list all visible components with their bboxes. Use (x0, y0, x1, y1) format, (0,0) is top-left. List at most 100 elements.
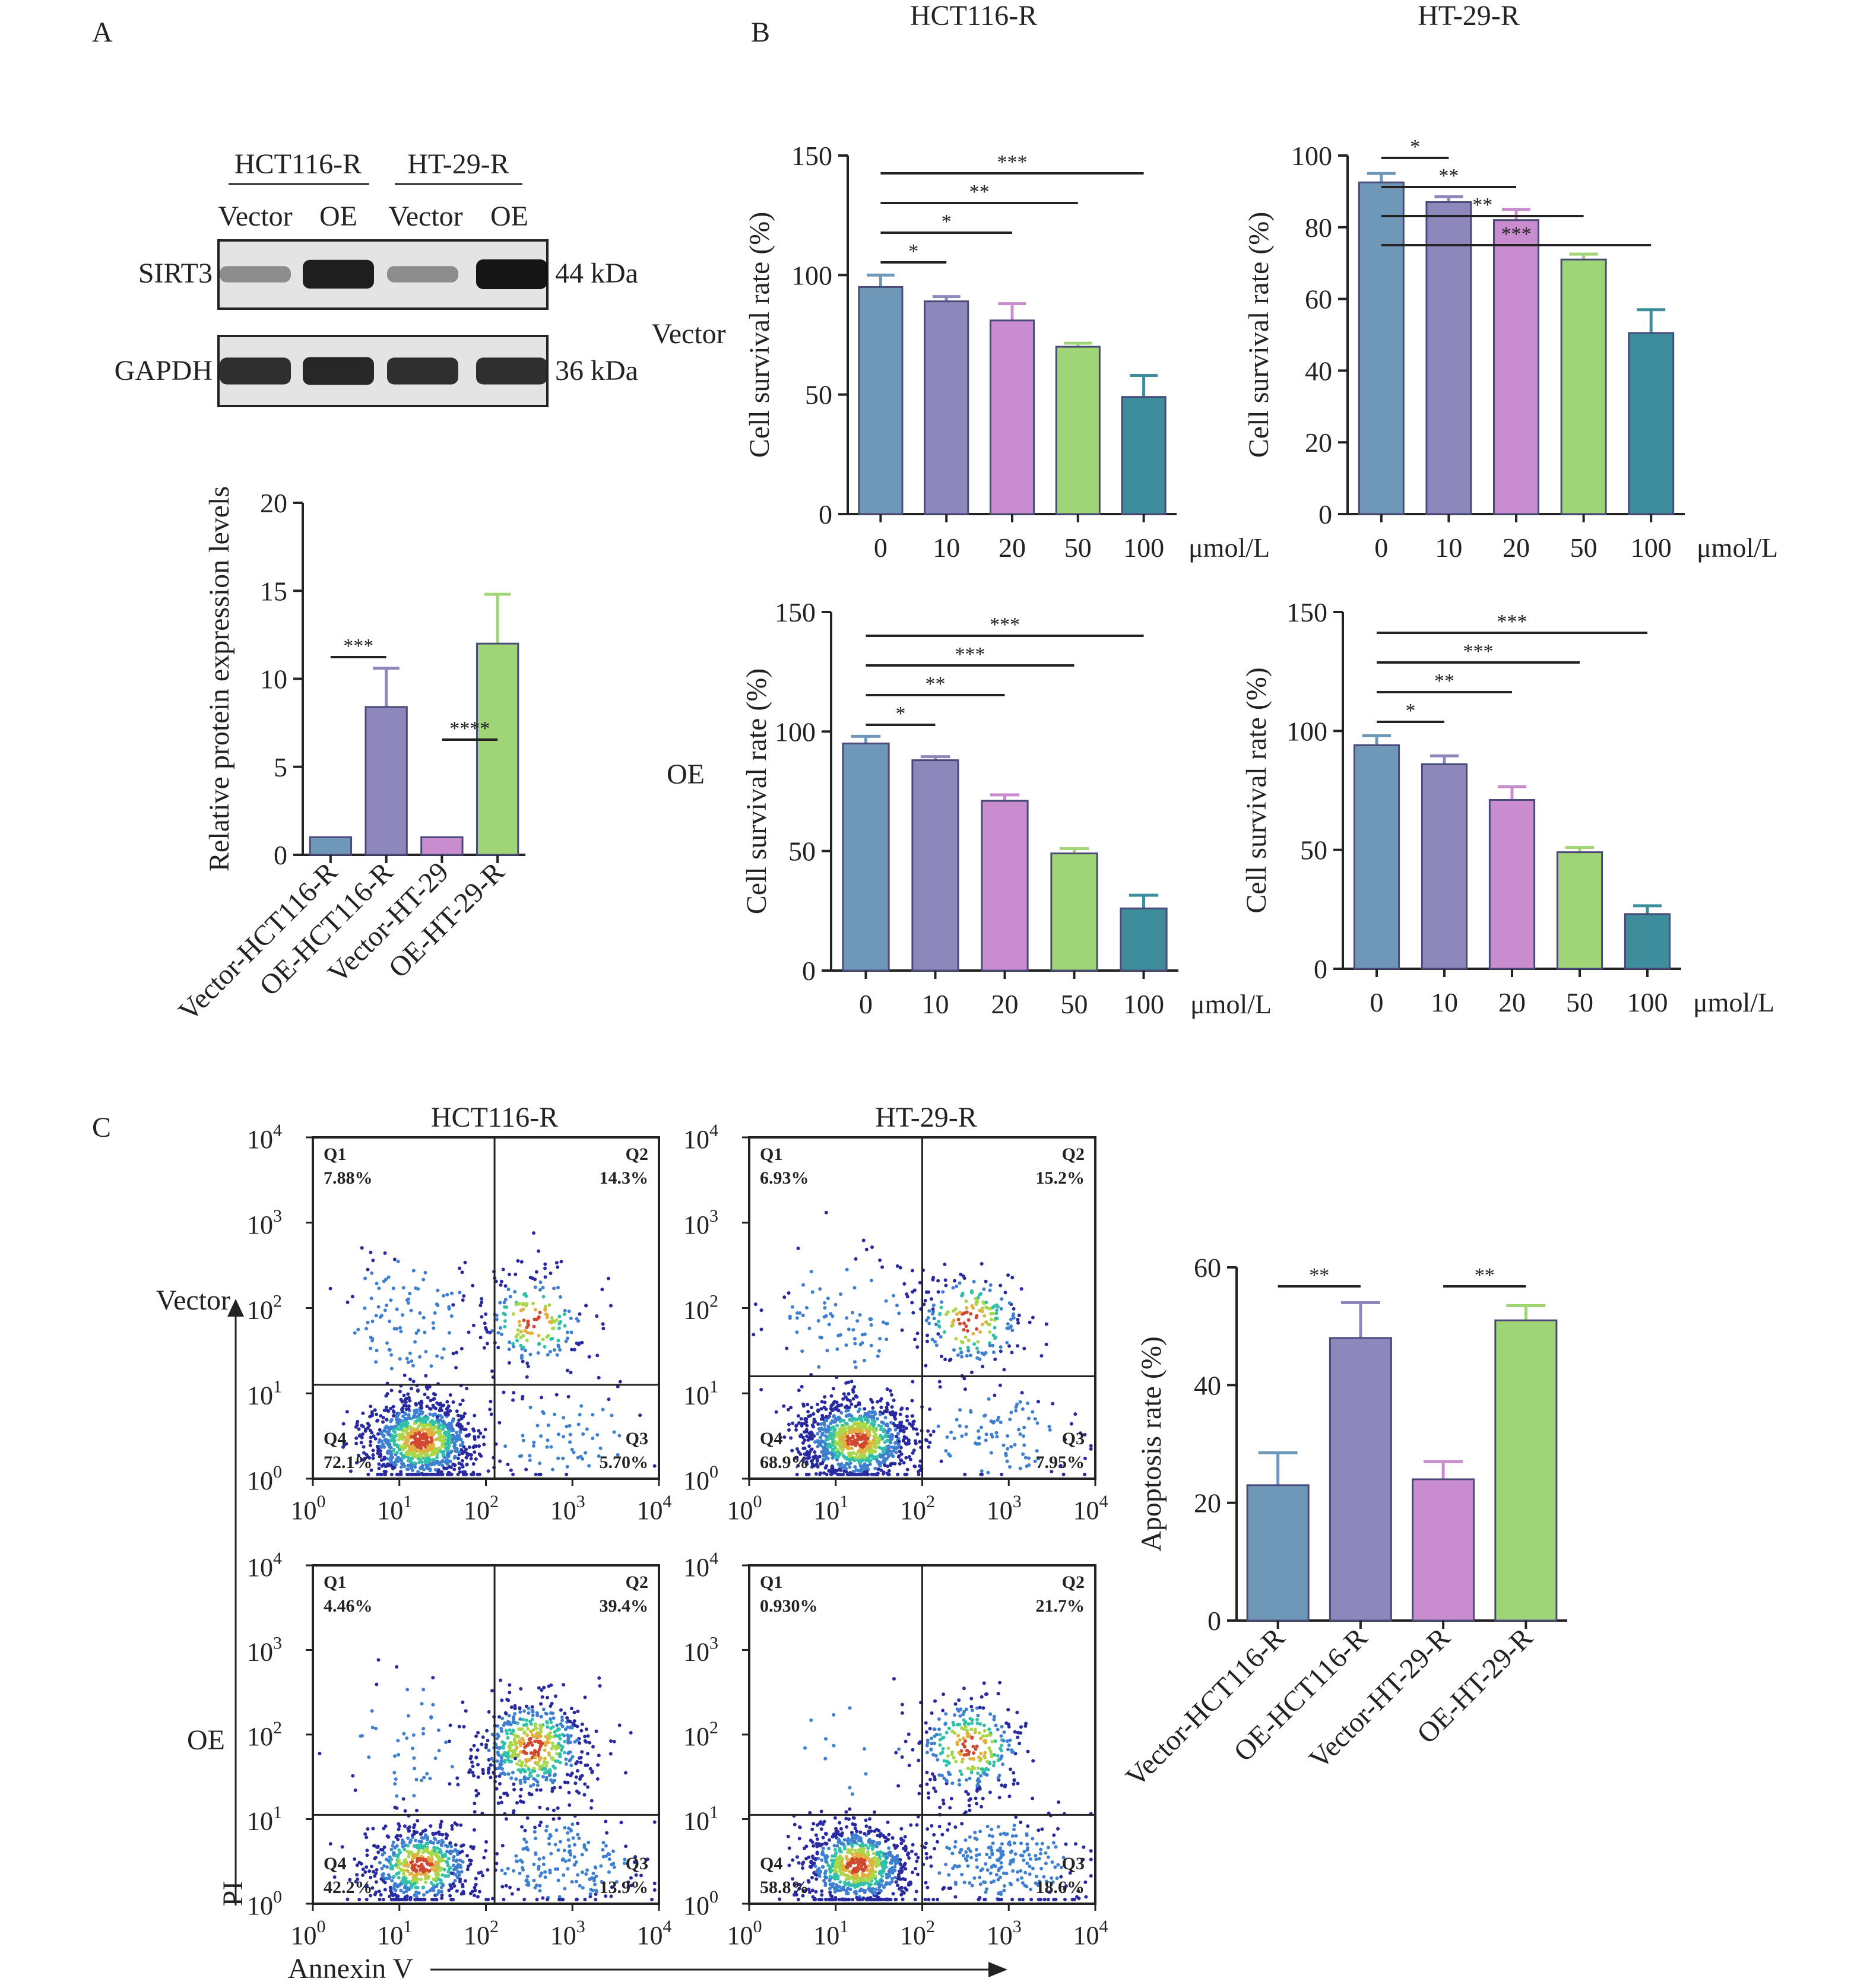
event-dot (476, 1730, 480, 1735)
event-dot (442, 1466, 446, 1470)
event-dot (407, 1415, 411, 1419)
event-dot (460, 1425, 464, 1429)
event-dot (526, 1727, 530, 1731)
event-dot (382, 1845, 386, 1849)
event-dot (328, 1286, 332, 1291)
event-dot (424, 1374, 428, 1378)
event-dot (841, 1397, 845, 1401)
event-dot (544, 1828, 549, 1832)
event-dot (502, 1897, 506, 1901)
event-dot (500, 1868, 504, 1872)
event-dot (905, 1292, 909, 1296)
event-dot (809, 1270, 813, 1274)
event-dot (440, 1896, 444, 1900)
event-dot (812, 1434, 816, 1438)
y-tick-exponent: 1 (709, 1377, 718, 1396)
event-dot (394, 1777, 398, 1781)
event-dot (434, 1437, 438, 1441)
event-dot (519, 1781, 523, 1786)
event-dot (436, 1728, 440, 1732)
event-dot (824, 1454, 828, 1458)
event-dot (391, 1840, 395, 1844)
event-dot (911, 1843, 915, 1847)
event-dot (520, 1825, 524, 1829)
event-dot (450, 1824, 454, 1828)
event-dot (850, 1440, 854, 1444)
event-dot (438, 1849, 442, 1853)
event-dot (389, 1419, 393, 1423)
event-dot (820, 1858, 824, 1862)
event-dot (895, 1304, 899, 1308)
event-dot (389, 1406, 393, 1410)
event-dot (361, 1411, 365, 1415)
event-dot (538, 1884, 542, 1888)
event-dot (446, 1856, 451, 1860)
event-dot (899, 1458, 903, 1462)
event-dot (593, 1865, 597, 1869)
event-dot (425, 1772, 429, 1776)
event-dot (556, 1265, 560, 1269)
event-dot (421, 1897, 426, 1901)
event-dot (943, 1358, 947, 1362)
significance-label: ** (969, 181, 990, 203)
event-dot (538, 1767, 542, 1771)
event-dot (629, 1730, 633, 1735)
event-dot (963, 1335, 968, 1339)
event-dot (932, 1317, 936, 1321)
event-dot (893, 1423, 897, 1428)
event-dot (388, 1885, 392, 1889)
event-dot (401, 1797, 405, 1801)
event-dot (428, 1424, 432, 1428)
event-dot (844, 1816, 848, 1821)
y-tick-label: 40 (1194, 1370, 1221, 1400)
event-dot (543, 1275, 547, 1279)
event-dot (559, 1708, 563, 1712)
event-dot (553, 1694, 557, 1698)
event-dot (413, 1875, 417, 1879)
event-dot (473, 1444, 477, 1448)
event-dot (385, 1418, 389, 1422)
event-dot (506, 1721, 511, 1725)
event-dot (537, 1472, 541, 1476)
event-dot (850, 1380, 854, 1384)
event-dot (518, 1799, 522, 1803)
event-dot (801, 1404, 806, 1408)
event-dot (382, 1434, 386, 1438)
event-dot (943, 1330, 947, 1334)
bar (911, 759, 959, 972)
event-dot (578, 1884, 582, 1888)
event-dot (886, 1423, 890, 1428)
event-dot (386, 1409, 391, 1413)
x-tick-label: 20 (991, 989, 1019, 1019)
event-dot (366, 1422, 370, 1426)
event-dot (807, 1444, 812, 1448)
event-dot (546, 1333, 550, 1337)
event-dot (392, 1257, 397, 1261)
event-dot (412, 1825, 416, 1830)
event-dot (416, 1287, 420, 1291)
event-dot (786, 1407, 790, 1412)
event-dot (526, 1323, 530, 1327)
event-dot (825, 1450, 829, 1454)
event-dot (395, 1307, 399, 1311)
event-dot (871, 1440, 875, 1444)
event-dot (867, 1459, 871, 1463)
event-dot (449, 1314, 454, 1318)
event-dot (498, 1326, 502, 1330)
event-dot (866, 1464, 870, 1468)
event-dot (395, 1794, 399, 1798)
event-dot (386, 1462, 390, 1466)
event-dot (869, 1279, 873, 1283)
event-dot (806, 1472, 810, 1476)
quadrant-percent: 4.46% (324, 1596, 373, 1616)
event-dot (790, 1305, 794, 1309)
event-dot (546, 1807, 550, 1811)
y-tick-exponent: 4 (709, 1121, 718, 1140)
event-dot (521, 1434, 525, 1438)
event-dot (917, 1470, 921, 1474)
event-dot (989, 1311, 993, 1315)
event-dot (809, 1413, 813, 1418)
